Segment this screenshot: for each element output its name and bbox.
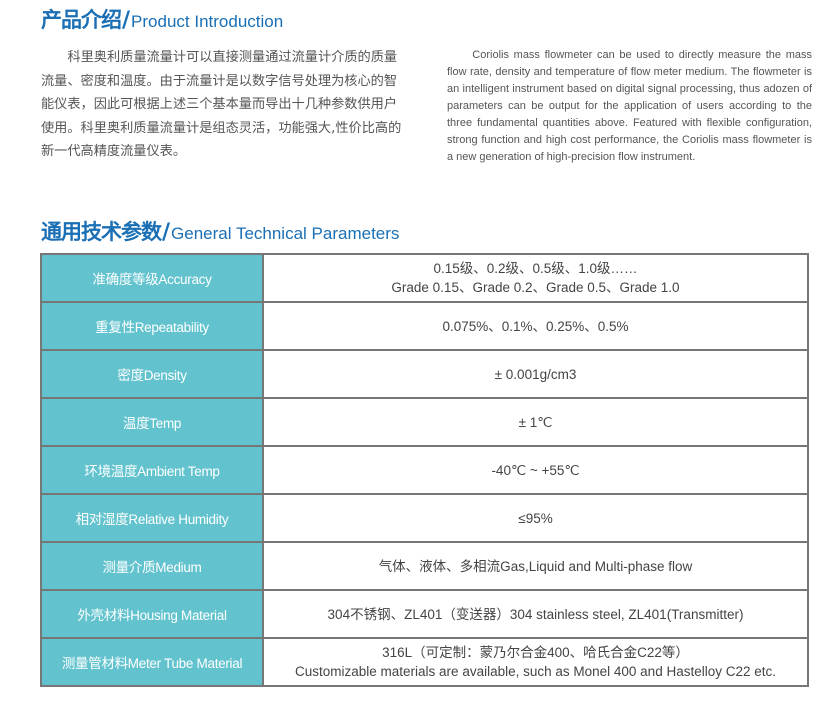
table-row: 温度Temp ± 1℃ — [40, 397, 809, 447]
heading-cn: 通用技术参数 — [41, 220, 162, 244]
param-value-cell: -40℃ ~ +55℃ — [262, 445, 809, 495]
param-label: 环境温度Ambient Temp — [40, 445, 264, 495]
param-label: 温度Temp — [40, 397, 264, 447]
param-value: 0.15级、0.2级、0.5级、1.0级…… — [433, 261, 638, 276]
param-label: 相对湿度Relative Humidity — [40, 493, 264, 543]
product-introduction-heading: 产品介绍 / Product Introduction — [41, 4, 283, 34]
heading-separator: / — [122, 8, 131, 33]
param-label: 准确度等级Accuracy — [40, 253, 264, 303]
param-label: 外壳材料Housing Material — [40, 589, 264, 639]
param-value-cell: ± 0.001g/cm3 — [262, 349, 809, 399]
table-row: 测量管材料Meter Tube Material 316L（可定制：蒙乃尔合金40… — [40, 637, 809, 687]
param-label: 测量管材料Meter Tube Material — [40, 637, 264, 687]
table-row: 外壳材料Housing Material 304不锈钢、ZL401（变送器）304… — [40, 589, 809, 639]
param-value-cell: ≤95% — [262, 493, 809, 543]
param-value-cell: 316L（可定制：蒙乃尔合金400、哈氏合金C22等） Customizable … — [262, 637, 809, 687]
param-value: 316L（可定制：蒙乃尔合金400、哈氏合金C22等） — [382, 645, 689, 660]
param-label: 密度Density — [40, 349, 264, 399]
intro-text-cn: 科里奥利质量流量计可以直接测量通过流量计介质的质量流量、密度和温度。由于流量计是… — [41, 50, 402, 159]
param-label: 测量介质Medium — [40, 541, 264, 591]
param-value: 0.075%、0.1%、0.25%、0.5% — [442, 318, 629, 334]
param-value-en: Customizable materials are available, su… — [295, 664, 776, 679]
param-value-cell: 0.15级、0.2级、0.5级、1.0级…… Grade 0.15、Grade 0… — [262, 253, 809, 303]
parameters-table: 准确度等级Accuracy 0.15级、0.2级、0.5级、1.0级…… Grade… — [40, 253, 809, 687]
param-value-cell: ± 1℃ — [262, 397, 809, 447]
param-value-en: Grade 0.15、Grade 0.2、Grade 0.5、Grade 1.0 — [391, 280, 680, 295]
param-value-cell: 气体、液体、多相流Gas,Liquid and Multi-phase flow — [262, 541, 809, 591]
param-value-cell: 304不锈钢、ZL401（变送器）304 stainless steel, ZL… — [262, 589, 809, 639]
param-value: ± 0.001g/cm3 — [494, 366, 577, 382]
table-row: 重复性Repeatability 0.075%、0.1%、0.25%、0.5% — [40, 301, 809, 351]
table-row: 密度Density ± 0.001g/cm3 — [40, 349, 809, 399]
intro-text-en: Coriolis mass flowmeter can be used to d… — [447, 49, 812, 163]
param-value: ± 1℃ — [518, 414, 553, 430]
param-value: 气体、液体、多相流Gas,Liquid and Multi-phase flow — [378, 558, 693, 574]
heading-cn: 产品介绍 — [41, 8, 122, 32]
heading-en: Product Introduction — [131, 12, 284, 31]
technical-parameters-heading: 通用技术参数 / General Technical Parameters — [41, 216, 399, 246]
table-row: 测量介质Medium 气体、液体、多相流Gas,Liquid and Multi-… — [40, 541, 809, 591]
table-row: 相对湿度Relative Humidity ≤95% — [40, 493, 809, 543]
param-value: ≤95% — [518, 510, 553, 526]
param-value: -40℃ ~ +55℃ — [491, 462, 580, 478]
param-label: 重复性Repeatability — [40, 301, 264, 351]
heading-en: General Technical Parameters — [171, 224, 400, 243]
param-value: 304不锈钢、ZL401（变送器）304 stainless steel, ZL… — [327, 606, 744, 622]
param-value-cell: 0.075%、0.1%、0.25%、0.5% — [262, 301, 809, 351]
table-row: 准确度等级Accuracy 0.15级、0.2级、0.5级、1.0级…… Grade… — [40, 253, 809, 303]
heading-separator: / — [162, 220, 171, 245]
table-row: 环境温度Ambient Temp -40℃ ~ +55℃ — [40, 445, 809, 495]
